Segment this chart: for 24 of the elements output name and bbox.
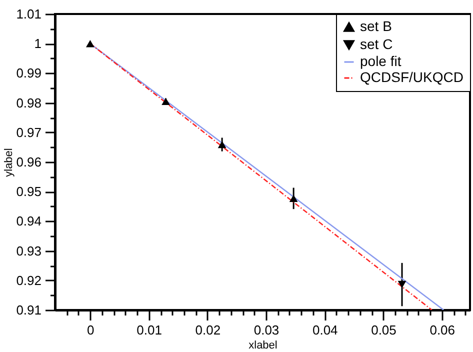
x-axis-title: xlabel (248, 340, 278, 352)
y-axis-title: ylabel (3, 148, 16, 177)
y-tick-label: 1 (34, 36, 42, 52)
x-tick-label: 0.05 (371, 322, 396, 338)
y-tick-label: 0.99 (16, 66, 42, 81)
y-tick-label: 0.95 (16, 184, 42, 200)
legend-label: set C (360, 36, 393, 52)
y-tick-label: 0.93 (16, 243, 42, 258)
x-tick-label: 0.02 (195, 322, 221, 338)
legend-label: set B (360, 18, 392, 34)
y-tick-label: 0.97 (16, 124, 42, 140)
y-tick-label: 0.92 (16, 272, 42, 288)
legend-label: QCDSF/UKQCD (360, 69, 464, 85)
y-tick-label: 0.98 (16, 95, 42, 110)
x-tick-label: 0.04 (312, 322, 338, 338)
y-tick-label: 0.91 (16, 302, 42, 318)
x-tick-label: 0 (87, 322, 94, 338)
y-tick-label: 1.01 (16, 6, 42, 22)
x-tick-label: 0.01 (136, 322, 162, 338)
x-tick-label: 0.06 (430, 322, 456, 338)
legend-label: pole fit (360, 53, 402, 69)
x-tick-label: 0.03 (254, 322, 280, 338)
y-tick-label: 0.94 (16, 214, 42, 229)
y-tick-label: 0.96 (16, 154, 42, 170)
